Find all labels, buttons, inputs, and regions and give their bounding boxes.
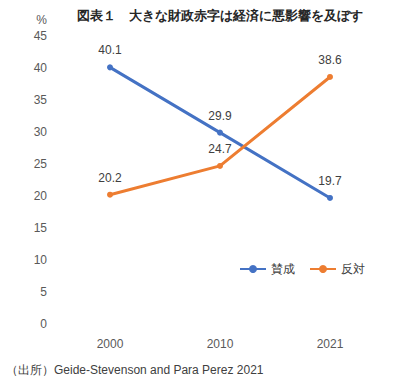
svg-text:20.2: 20.2 [98,171,122,185]
svg-text:35: 35 [34,93,48,107]
svg-text:45: 45 [34,29,48,43]
svg-text:30: 30 [34,125,48,139]
svg-text:20: 20 [34,189,48,203]
svg-text:5: 5 [40,285,47,299]
svg-text:40: 40 [34,61,48,75]
svg-text:2000: 2000 [97,337,124,351]
svg-text:15: 15 [34,221,48,235]
svg-text:0: 0 [40,317,47,331]
svg-text:19.7: 19.7 [318,174,342,188]
svg-text:38.6: 38.6 [318,53,342,67]
svg-text:（出所）Geide-Stevenson and Para P: （出所）Geide-Stevenson and Para Perez 2021 [6,363,264,377]
svg-text:賛成: 賛成 [271,262,295,276]
svg-text:2010: 2010 [207,337,234,351]
svg-text:%: % [36,13,47,27]
svg-text:10: 10 [34,253,48,267]
svg-text:24.7: 24.7 [208,142,232,156]
svg-text:図表１ 大きな財政赤字は経済に悪影響を及ぼす: 図表１ 大きな財政赤字は経済に悪影響を及ぼす [77,8,363,23]
svg-text:反対: 反対 [341,262,365,276]
svg-text:2021: 2021 [317,337,344,351]
svg-text:29.9: 29.9 [208,109,232,123]
svg-text:40.1: 40.1 [98,43,122,57]
svg-text:25: 25 [34,157,48,171]
